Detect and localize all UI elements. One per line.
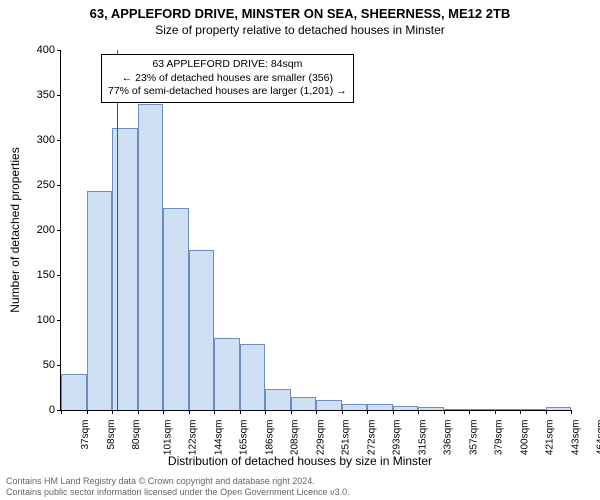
histogram-bar <box>189 250 215 410</box>
histogram-bar <box>163 208 189 411</box>
y-tick-mark <box>57 230 61 231</box>
x-tick-mark <box>316 410 317 414</box>
x-tick-label: 186sqm <box>264 420 275 456</box>
histogram-bar <box>265 389 291 410</box>
x-tick-label: 315sqm <box>417 420 428 456</box>
x-tick-label: 144sqm <box>213 420 224 456</box>
x-tick-label: 357sqm <box>468 420 479 456</box>
histogram-bar <box>240 344 266 410</box>
x-tick-label: 336sqm <box>443 420 454 456</box>
footer-line: Contains public sector information licen… <box>6 487 350 498</box>
x-tick-mark <box>240 410 241 414</box>
annotation-line: 63 APPLEFORD DRIVE: 84sqm <box>108 58 347 72</box>
histogram-bar <box>418 407 444 410</box>
x-tick-mark <box>61 410 62 414</box>
y-tick-mark <box>57 320 61 321</box>
x-tick-mark <box>571 410 572 414</box>
x-tick-mark <box>138 410 139 414</box>
histogram-bar <box>367 404 393 410</box>
histogram-bar <box>138 104 164 410</box>
x-tick-label: 379sqm <box>494 420 505 456</box>
x-tick-label: 58sqm <box>106 420 117 450</box>
histogram-bar <box>546 407 572 410</box>
plot-area: 05010015020025030035040037sqm58sqm80sqm1… <box>60 50 571 411</box>
histogram-bar <box>112 128 138 410</box>
x-tick-mark <box>214 410 215 414</box>
y-tick-mark <box>57 275 61 276</box>
histogram-bar <box>87 191 113 410</box>
x-axis-label: Distribution of detached houses by size … <box>0 454 600 468</box>
chart-subtitle: Size of property relative to detached ho… <box>0 21 600 37</box>
x-tick-label: 400sqm <box>519 420 530 456</box>
histogram-bar <box>393 406 419 410</box>
x-tick-label: 443sqm <box>570 420 581 456</box>
histogram-bar <box>291 397 317 410</box>
x-tick-mark <box>495 410 496 414</box>
histogram-bar <box>495 409 521 410</box>
chart-container: 63, APPLEFORD DRIVE, MINSTER ON SEA, SHE… <box>0 0 600 500</box>
y-tick-mark <box>57 50 61 51</box>
x-tick-mark <box>291 410 292 414</box>
x-tick-mark <box>112 410 113 414</box>
histogram-bar <box>342 404 368 410</box>
annotation-line: 77% of semi-detached houses are larger (… <box>108 85 347 99</box>
histogram-bar <box>214 338 240 410</box>
histogram-bar <box>61 374 87 410</box>
annotation-box: 63 APPLEFORD DRIVE: 84sqm← 23% of detach… <box>101 54 354 103</box>
x-tick-mark <box>342 410 343 414</box>
x-tick-mark <box>163 410 164 414</box>
y-axis-label: Number of detached properties <box>8 65 22 230</box>
footer-attribution: Contains HM Land Registry data © Crown c… <box>6 476 350 498</box>
y-tick-mark <box>57 95 61 96</box>
x-tick-mark <box>469 410 470 414</box>
histogram-bar <box>444 409 470 410</box>
annotation-line: ← 23% of detached houses are smaller (35… <box>108 72 347 86</box>
x-tick-label: 272sqm <box>366 420 377 456</box>
x-tick-label: 229sqm <box>315 420 326 456</box>
x-tick-label: 421sqm <box>545 420 556 456</box>
x-tick-mark <box>189 410 190 414</box>
y-tick-mark <box>57 185 61 186</box>
y-tick-mark <box>57 140 61 141</box>
histogram-bar <box>520 409 546 410</box>
x-tick-label: 293sqm <box>392 420 403 456</box>
x-tick-label: 165sqm <box>239 420 250 456</box>
x-tick-mark <box>520 410 521 414</box>
x-tick-mark <box>87 410 88 414</box>
x-tick-label: 251sqm <box>341 420 352 456</box>
x-tick-label: 208sqm <box>290 420 301 456</box>
x-tick-mark <box>546 410 547 414</box>
histogram-bar <box>469 409 495 410</box>
chart-title: 63, APPLEFORD DRIVE, MINSTER ON SEA, SHE… <box>0 0 600 21</box>
x-tick-label: 37sqm <box>80 420 91 450</box>
property-marker-line <box>117 50 118 410</box>
x-tick-label: 464sqm <box>596 420 600 456</box>
histogram-bar <box>316 400 342 410</box>
y-tick-mark <box>57 365 61 366</box>
x-tick-mark <box>418 410 419 414</box>
footer-line: Contains HM Land Registry data © Crown c… <box>6 476 350 487</box>
x-tick-label: 80sqm <box>131 420 142 450</box>
x-tick-mark <box>393 410 394 414</box>
x-tick-mark <box>444 410 445 414</box>
x-tick-mark <box>265 410 266 414</box>
x-tick-label: 101sqm <box>162 420 173 456</box>
x-tick-label: 122sqm <box>188 420 199 456</box>
x-tick-mark <box>367 410 368 414</box>
